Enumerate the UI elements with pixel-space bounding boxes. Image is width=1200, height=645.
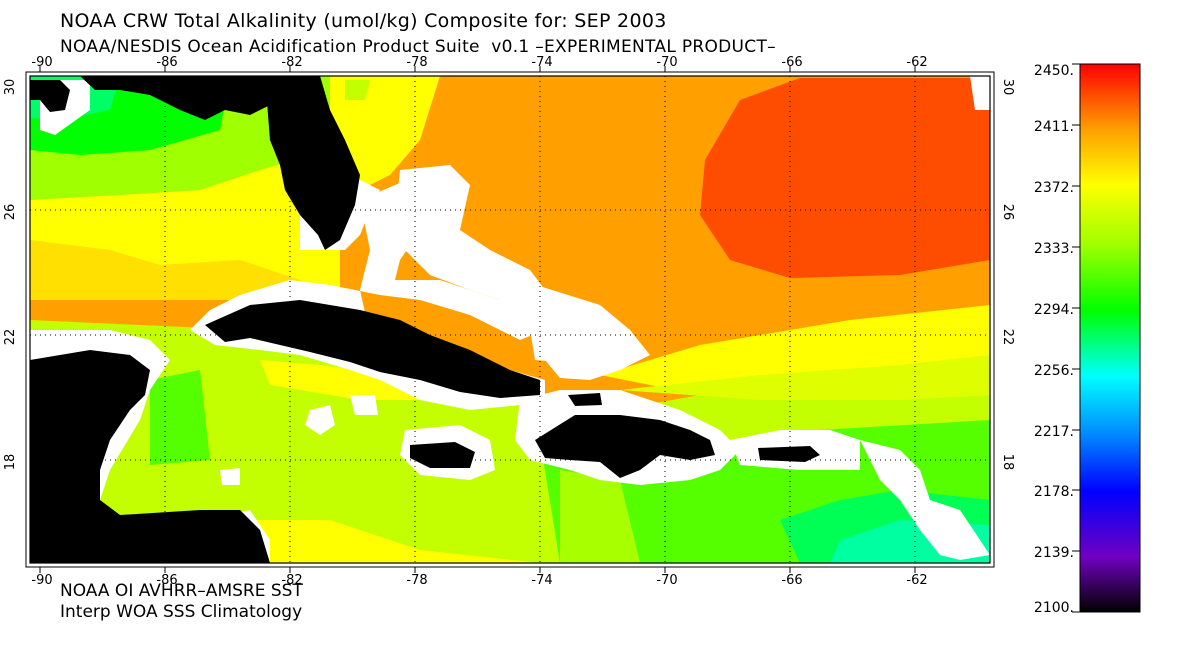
land-gulf-coast xyxy=(30,80,70,112)
lat-label: 26 xyxy=(3,204,18,221)
land-hispaniola xyxy=(535,415,715,478)
land-jamaica xyxy=(410,442,475,468)
lat-label: 22 xyxy=(1000,329,1015,346)
lat-label: 18 xyxy=(1000,454,1015,471)
map-outer-frame xyxy=(25,71,995,568)
land-central-america xyxy=(30,350,270,563)
lon-label: -70 xyxy=(656,573,677,588)
lon-labels-bottom: -90 -86 -82 -78 -74 -70 -66 -62 xyxy=(31,573,927,588)
colorbar-ticks xyxy=(1072,63,1080,613)
lat-label: 30 xyxy=(3,79,18,96)
lon-label: -62 xyxy=(906,573,927,588)
lon-label: -70 xyxy=(656,55,677,70)
map-title: NOAA CRW Total Alkalinity (umol/kg) Comp… xyxy=(60,10,667,32)
tick-marks xyxy=(39,66,916,573)
colorbar-label: 2450. xyxy=(1034,63,1074,79)
lon-label: -78 xyxy=(406,573,427,588)
lon-labels-top: -90 -86 -82 -78 -74 -70 -66 -62 xyxy=(31,55,927,70)
lon-label: -90 xyxy=(31,573,52,588)
lon-label: -74 xyxy=(531,573,552,588)
colorbar-label: 2256. xyxy=(1034,363,1074,379)
lon-label: -78 xyxy=(406,55,427,70)
lat-label: 22 xyxy=(3,329,18,346)
colorbar-label: 2178. xyxy=(1034,484,1074,500)
lon-label: -86 xyxy=(156,55,177,70)
lon-label: -74 xyxy=(531,55,552,70)
lon-label: -82 xyxy=(281,573,302,588)
land-northern-gulf-coast xyxy=(30,76,305,120)
lat-labels: 30 26 22 18 30 26 22 18 xyxy=(3,79,1015,471)
sst-source-label: NOAA OI AVHRR–AMSRE SST xyxy=(60,581,303,601)
lat-label: 26 xyxy=(1000,204,1015,221)
map-subtitle: NOAA/NESDIS Ocean Acidification Product … xyxy=(60,37,776,57)
lon-label: -66 xyxy=(781,573,802,588)
colorbar-labels: 2450. 2411. 2372. 2333. 2294. 2256. 2217… xyxy=(1034,63,1074,616)
lon-label: -82 xyxy=(281,55,302,70)
colorbar xyxy=(1079,63,1141,613)
colorbar-label: 2217. xyxy=(1034,424,1074,440)
colorbar-label: 2372. xyxy=(1034,180,1074,196)
colorbar-label: 2294. xyxy=(1034,302,1074,318)
lon-label: -90 xyxy=(31,55,52,70)
lon-label: -66 xyxy=(781,55,802,70)
graticule xyxy=(30,76,990,563)
colorbar-label: 2139. xyxy=(1034,545,1074,561)
alkalinity-field xyxy=(30,76,990,563)
landmass-layer xyxy=(30,76,820,563)
colorbar-label: 2100. xyxy=(1034,600,1074,616)
lat-label: 18 xyxy=(3,454,18,471)
colorbar-label: 2411. xyxy=(1034,119,1074,135)
land-islet xyxy=(568,393,602,406)
land-florida xyxy=(265,76,360,250)
land-cuba xyxy=(205,300,540,398)
land-puerto-rico xyxy=(758,446,820,462)
lat-label: 30 xyxy=(1000,79,1015,96)
lon-label: -86 xyxy=(156,573,177,588)
colorbar-label: 2333. xyxy=(1034,241,1074,257)
sss-source-label: Interp WOA SSS Climatology xyxy=(60,602,303,622)
lon-label: -62 xyxy=(906,55,927,70)
map-frame xyxy=(29,75,991,564)
